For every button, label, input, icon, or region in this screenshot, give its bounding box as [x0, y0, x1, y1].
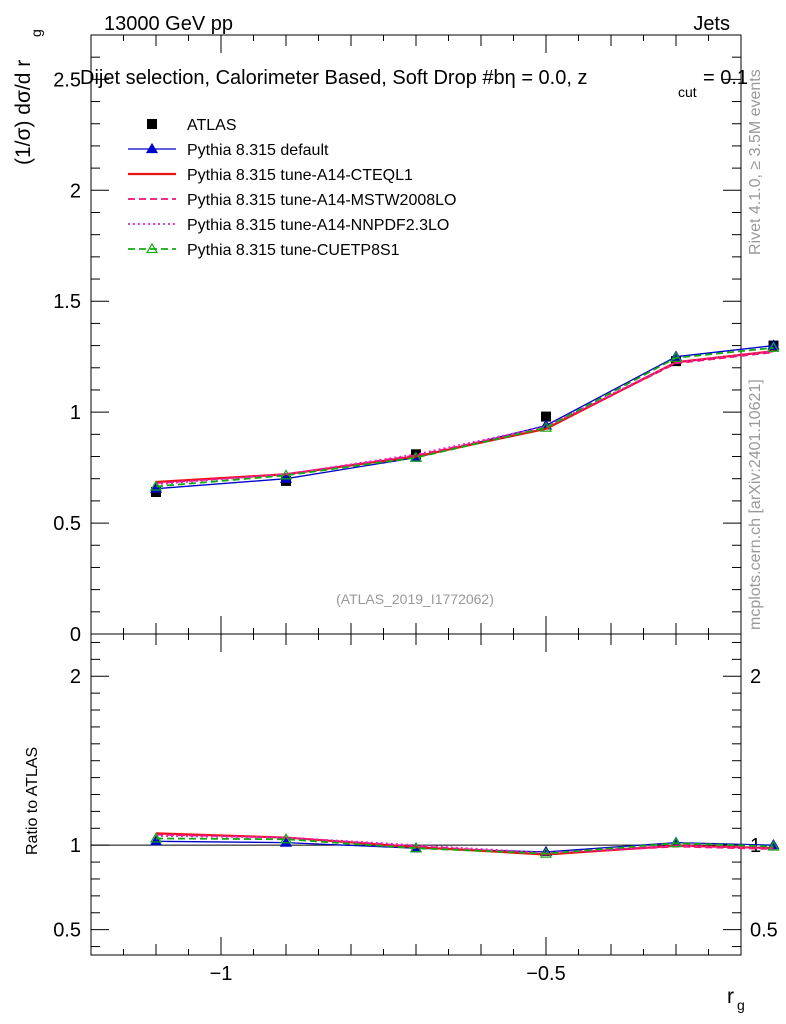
y-tick-label: 0.5: [53, 513, 81, 535]
ratio-series-line: [155, 834, 774, 854]
series-point: [409, 451, 423, 462]
ratio-series-line: [155, 833, 774, 855]
series-point: [279, 472, 293, 483]
legend-marker: [145, 242, 159, 254]
legend-item: Pythia 8.315 tune-A14-MSTW2008LO: [128, 192, 456, 209]
chart-title: Dijet selection, Calorimeter Based, Soft…: [80, 67, 587, 89]
ratio-series-point: [149, 835, 163, 846]
y-tick-label: 2: [70, 180, 81, 202]
ratio-y-tick-label: 2: [70, 666, 81, 688]
ratio-y-tick-label-right: 0.5: [750, 920, 778, 942]
series-line: [155, 351, 774, 485]
ratio-series-point: [409, 842, 423, 853]
series-point: [669, 351, 683, 362]
y-axis-label-sub: g: [28, 29, 44, 37]
legend-label: Pythia 8.315 tune-A14-CTEQL1: [187, 167, 413, 184]
ratio-series-point: [669, 836, 683, 848]
series-line: [155, 350, 774, 484]
series-point: [767, 341, 780, 352]
ratio-series-point: [767, 840, 780, 851]
y-tick-label: 0: [70, 624, 81, 646]
ratio-series-point: [539, 847, 553, 858]
legend-item: Pythia 8.315 tune-A14-CTEQL1: [128, 167, 413, 184]
rivet-version-label: Rivet 4.1.0, ≥ 3.5M events: [747, 69, 764, 255]
ratio-series-point: [279, 836, 293, 847]
ratio-y-axis-label: Ratio to ATLAS: [24, 747, 41, 855]
chart-title-eta: η: [505, 67, 516, 89]
legend-item: Pythia 8.315 tune-A14-NNPDF2.3LO: [128, 217, 449, 234]
main-plot-series: [149, 339, 780, 498]
x-tick-label: −0.5: [526, 963, 565, 985]
ratio-series-point: [279, 833, 293, 844]
legend-marker: [145, 142, 159, 154]
legend-item: Pythia 8.315 default: [128, 142, 329, 159]
series-line: [155, 350, 774, 486]
legend-label: Pythia 8.315 tune-A14-NNPDF2.3LO: [187, 217, 449, 234]
series-point: [149, 480, 163, 491]
legend-marker: [147, 119, 157, 129]
category-label: Jets: [693, 13, 730, 35]
series-point: [539, 421, 553, 432]
legend-label: Pythia 8.315 default: [187, 142, 329, 159]
ratio-series-line: [155, 837, 774, 855]
y-axis-label: (1/σ) dσ/d r: [12, 60, 35, 165]
y-tick-label: 2.5: [53, 69, 81, 91]
chart-title-beta: = 0.0, z: [516, 67, 588, 89]
x-axis-label-sub: g: [737, 997, 745, 1013]
ratio-plot-frame: [90, 633, 742, 956]
series-line: [155, 346, 774, 488]
ratio-series-point: [149, 832, 163, 843]
atlas-data-point: [541, 411, 551, 422]
x-tick-label: −1: [210, 963, 233, 985]
y-tick-label: 1.5: [53, 291, 81, 313]
x-axis-label: r: [727, 985, 734, 1008]
y-tick-label: 1: [70, 402, 81, 424]
main-plot-ticks: 0 0.5 1 1.5 2 2.5: [53, 34, 742, 646]
mcplots-label: mcplots.cern.ch [arXiv:2401.10621]: [747, 379, 764, 630]
legend-item: ATLAS: [147, 117, 237, 134]
series-line: [155, 344, 774, 490]
ratio-y-tick-label-right: 2: [750, 666, 761, 688]
analysis-watermark: (ATLAS_2019_I1772062): [336, 591, 494, 607]
ratio-plot-series: [149, 832, 780, 858]
legend: ATLAS Pythia 8.315 default Pythia 8.315 tu…: [128, 117, 456, 259]
chart-title-main: Dijet selection, Calorimeter Based, Soft…: [80, 67, 505, 89]
series-point: [279, 469, 293, 480]
legend-label: Pythia 8.315 tune-CUETP8S1: [187, 242, 400, 259]
legend-label: Pythia 8.315 tune-A14-MSTW2008LO: [187, 192, 456, 209]
legend-label: ATLAS: [187, 117, 237, 134]
legend-item: Pythia 8.315 tune-CUETP8S1: [128, 242, 400, 259]
chart-title-end: = 0.1: [703, 67, 748, 89]
energy-label: 13000 GeV pp: [104, 13, 233, 35]
ratio-y-tick-label: 1: [70, 835, 81, 857]
ratio-y-tick-label: 0.5: [53, 920, 81, 942]
chart-title-sub: cut: [678, 84, 697, 100]
